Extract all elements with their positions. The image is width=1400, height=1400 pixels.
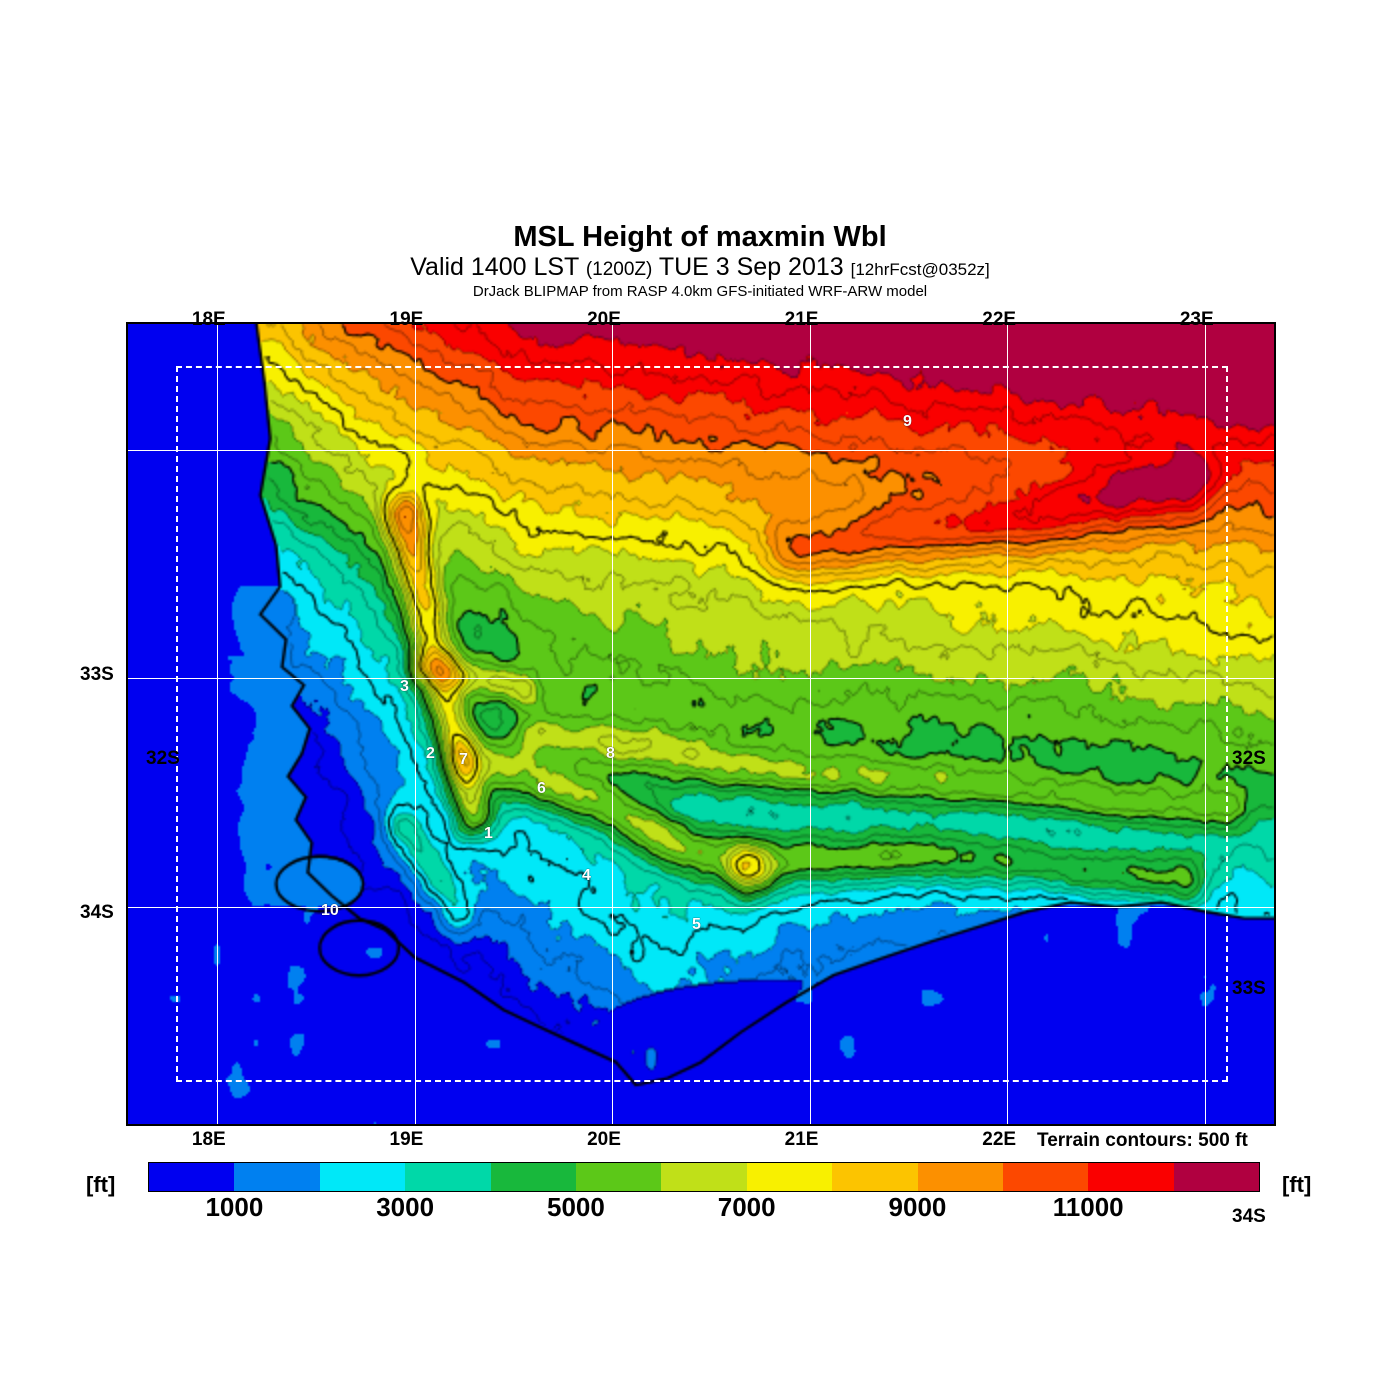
valid-time-line: Valid 1400 LST (1200Z) TUE 3 Sep 2013 [1… (0, 253, 1400, 281)
colorbar-unit-right: [ft] (1282, 1172, 1312, 1197)
terrain-contour-note: Terrain contours: 500 ft (1037, 1130, 1248, 1151)
lon-label-bottom-21e: 21E (784, 1129, 819, 1150)
lat-label-right-34s: 34S (1232, 1206, 1266, 1227)
waypoint-marker-4: 4 (582, 867, 591, 884)
lon-label-bottom-18e: 18E (191, 1129, 226, 1150)
gridline-lat-34 (128, 906, 1274, 908)
lon-label-top-20e: 20E (587, 309, 621, 330)
colorbar-band-10 (1002, 1163, 1089, 1191)
colorbar-tick-7000: 7000 (717, 1192, 776, 1222)
valid-rest: TUE 3 Sep 2013 (652, 253, 851, 282)
colorbar[interactable] (148, 1162, 1260, 1192)
lat-label-right-33s: 33S (1232, 978, 1266, 999)
waypoint-marker-3: 3 (400, 678, 409, 695)
colorbar-band-2 (319, 1163, 406, 1191)
waypoint-marker-2: 2 (426, 745, 435, 762)
waypoint-marker-1: 1 (484, 825, 493, 842)
colorbar-band-3 (405, 1163, 491, 1191)
colorbar-band-7 (746, 1163, 833, 1191)
colorbar-tick-5000: 5000 (547, 1192, 605, 1222)
waypoint-marker-7: 7 (459, 751, 468, 768)
lat-label-right-32s: 32S (1232, 748, 1266, 769)
gridline-lon-18 (216, 324, 218, 1124)
waypoint-marker-9: 9 (903, 413, 912, 430)
colorbar-unit-left: [ft] (86, 1172, 116, 1197)
model-subtitle: DrJack BLIPMAP from RASP 4.0km GFS-initi… (472, 283, 928, 301)
lon-label-bottom-22e: 22E (982, 1129, 1017, 1150)
waypoint-marker-6: 6 (537, 780, 546, 797)
valid-zulu: (1200Z) (585, 259, 653, 281)
colorbar-band-11 (1088, 1163, 1174, 1191)
page-title: MSL Height of maxmin Wbl (513, 221, 887, 253)
title-block: MSL Height of maxmin Wbl Valid 1400 LST … (0, 221, 1400, 301)
waypoint-marker-8: 8 (606, 745, 615, 762)
gridline-lon-22 (1007, 324, 1009, 1124)
lon-label-top-21e: 21E (784, 309, 819, 330)
lat-label-inside-left-32s: 32S (146, 748, 180, 769)
gridline-lon-21 (809, 324, 811, 1124)
lat-label-left-33s: 33S (80, 664, 114, 685)
lon-label-top-19e: 19E (389, 309, 424, 330)
colorbar-tick-3000: 3000 (376, 1192, 435, 1222)
lon-label-bottom-19e: 19E (389, 1129, 424, 1150)
colorbar-band-12 (1173, 1163, 1260, 1191)
colorbar-band-0 (149, 1163, 235, 1191)
map-plot-area[interactable]: 1 2 3 4 5 6 7 8 9 10 32S 32S 33S 34S (126, 322, 1276, 1226)
gridline-lat-32 (128, 449, 1274, 451)
lon-label-top-18e: 18E (191, 309, 226, 330)
lat-label-left-34s: 34S (80, 902, 114, 923)
terrain-heatmap-canvas (128, 324, 1274, 1124)
colorbar-tick-11000: 11000 (1052, 1192, 1124, 1222)
inner-domain-boundary (176, 366, 1228, 1082)
colorbar-band-9 (917, 1163, 1003, 1191)
gridline-lon-20 (612, 324, 614, 1124)
colorbar-band-1 (234, 1163, 320, 1191)
colorbar-tick-9000: 9000 (888, 1192, 947, 1222)
colorbar-band-5 (575, 1163, 662, 1191)
lon-label-top-23e: 23E (1179, 309, 1214, 330)
gridline-lat-33 (128, 678, 1274, 680)
gridline-lon-19 (414, 324, 416, 1124)
colorbar-band-8 (832, 1163, 918, 1191)
valid-prefix: Valid 1400 LST (410, 253, 586, 282)
gridline-lon-23 (1204, 324, 1206, 1124)
forecast-tag: [12hrFcst@0352z] (850, 260, 990, 280)
lon-label-top-22e: 22E (982, 309, 1017, 330)
colorbar-tick-1000: 1000 (205, 1192, 264, 1222)
colorbar-band-4 (490, 1163, 576, 1191)
waypoint-marker-10: 10 (321, 902, 339, 919)
colorbar-band-6 (661, 1163, 747, 1191)
waypoint-marker-5: 5 (692, 916, 701, 933)
lon-label-bottom-20e: 20E (587, 1129, 621, 1150)
